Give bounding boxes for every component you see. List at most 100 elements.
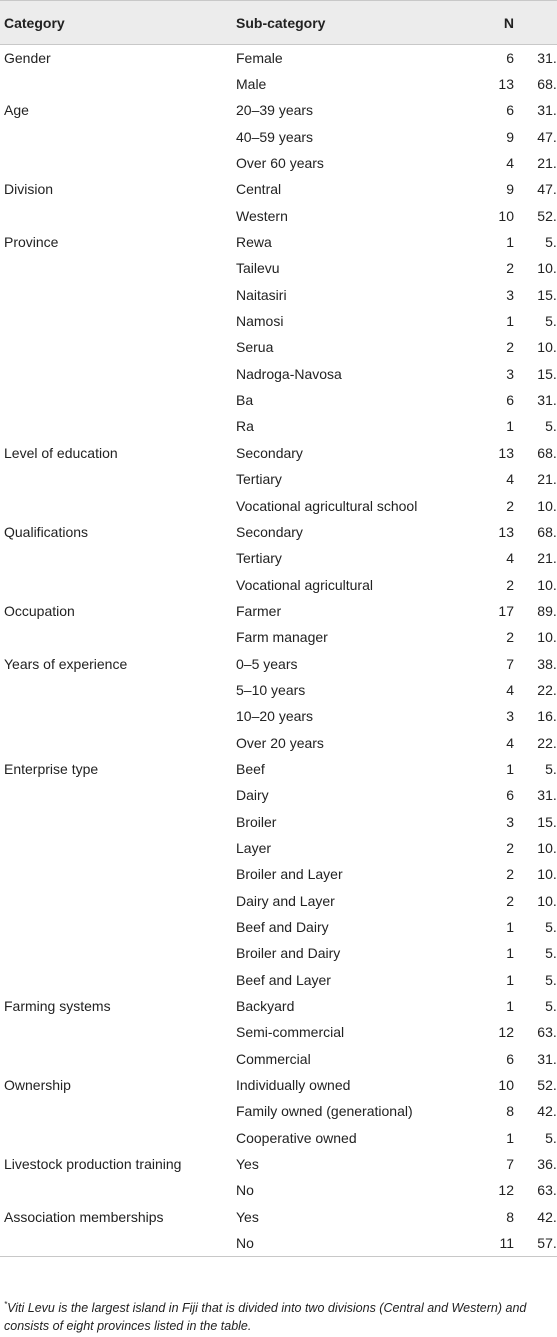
cell-subcategory: Farm manager (236, 629, 328, 646)
cell-percent: 31.6% (537, 102, 557, 119)
table-row: Tailevu 2 10.5% (0, 255, 557, 281)
cell-percent: 10.5% (537, 576, 557, 593)
cell-n: 13 (498, 444, 514, 461)
cell-percent: 68.4% (537, 523, 557, 540)
cell-category (0, 940, 232, 966)
table-row: Layer 2 10.5% (0, 835, 557, 861)
cell-category (0, 545, 232, 571)
footnote-marker: * (4, 1300, 8, 1309)
cell-percent: 10.5% (537, 497, 557, 514)
cell-category: Gender (4, 49, 51, 66)
table-row: Male 13 68.4% (0, 71, 557, 97)
cell-subcategory: Western (236, 207, 288, 224)
cell-percent: 5.3% (545, 998, 557, 1015)
cell-n: 1 (506, 971, 514, 988)
cell-n: 1 (506, 760, 514, 777)
table-row: Broiler 3 15.8% (0, 808, 557, 834)
cell-percent: 5.3% (545, 919, 557, 936)
footnote-text: Viti Levu is the largest island in Fiji … (4, 1301, 527, 1334)
cell-n: 10 (498, 1077, 514, 1094)
cell-category (0, 361, 232, 387)
cell-subcategory: Layer (236, 839, 272, 856)
cell-category (0, 203, 232, 229)
cell-subcategory: Semi-commercial (236, 1024, 345, 1041)
cell-subcategory: 20–39 years (236, 102, 314, 119)
cell-percent: 15.8% (537, 365, 557, 382)
table-row: Tertiary 4 21.1% (0, 545, 557, 571)
header-n: N (458, 0, 522, 45)
cell-subcategory: Male (236, 76, 267, 93)
cell-percent: 10.5% (537, 260, 557, 277)
cell-percent: 22.2% (537, 681, 557, 698)
table-row: Division Central 9 47.4% (0, 176, 557, 202)
table-row: Naitasiri 3 15.8% (0, 282, 557, 308)
cell-subcategory: Beef and Layer (236, 971, 331, 988)
table-row: 10–20 years 3 16.7% (0, 703, 557, 729)
cell-category (0, 282, 232, 308)
cell-subcategory: Over 20 years (236, 734, 324, 751)
cell-category (0, 835, 232, 861)
cell-category (0, 1098, 232, 1124)
table-row: Broiler and Layer 2 10.5% (0, 861, 557, 887)
table-footnote: *Viti Levu is the largest island in Fiji… (4, 1296, 554, 1335)
table-row: Beef and Layer 1 5.3% (0, 967, 557, 993)
cell-category: Enterprise type (4, 760, 99, 777)
cell-subcategory: Commercial (236, 1050, 311, 1067)
cell-category: Farming systems (4, 998, 111, 1015)
table-row: Beef and Dairy 1 5.3% (0, 914, 557, 940)
cell-percent: 63.2% (537, 1024, 557, 1041)
cell-category (0, 308, 232, 334)
cell-category (0, 1019, 232, 1045)
cell-n: 9 (506, 181, 514, 198)
cell-percent: 68.4% (537, 76, 557, 93)
cell-n: 4 (506, 471, 514, 488)
demographics-table: Category Sub-category N % GenderFemale63… (0, 0, 557, 1257)
cell-n: 11 (458, 1229, 522, 1257)
cell-n: 2 (506, 866, 514, 883)
cell-n: 12 (498, 1024, 514, 1041)
cell-n: 2 (506, 892, 514, 909)
cell-percent: 38.9% (537, 655, 557, 672)
cell-category (0, 413, 232, 439)
cell-subcategory: Farmer (236, 602, 282, 619)
table-row: Semi-commercial 12 63.2% (0, 1019, 557, 1045)
cell-subcategory: Rewa (236, 234, 272, 251)
cell-n: 17 (498, 602, 514, 619)
cell-percent: 10.5% (537, 839, 557, 856)
cell-n: 10 (498, 207, 514, 224)
cell-subcategory: Broiler (236, 813, 277, 830)
cell-n: 4 (506, 550, 514, 567)
cell-subcategory: Nadroga-Navosa (236, 365, 342, 382)
cell-subcategory: Central (236, 181, 282, 198)
cell-subcategory: Secondary (236, 523, 303, 540)
cell-n: 3 (506, 365, 514, 382)
cell-subcategory: Tertiary (236, 550, 282, 567)
cell-category (0, 861, 232, 887)
cell-category (0, 888, 232, 914)
table-row: Tertiary 4 21.1% (0, 466, 557, 492)
table-row: Ba 6 31.6% (0, 387, 557, 413)
cell-n: 1 (506, 998, 514, 1015)
cell-subcategory: No (236, 1182, 254, 1199)
header-category: Category (0, 0, 232, 45)
table-row: Over 60 years 4 21.1% (0, 150, 557, 176)
table-row: Enterprise type Beef 1 5.3% (0, 756, 557, 782)
cell-subcategory: Yes (236, 1208, 259, 1225)
table-row: Level of education Secondary 13 68.4% (0, 440, 557, 466)
table-row: Gender Female 6 31.6% (0, 45, 557, 71)
header-percent: % (522, 0, 557, 45)
cell-n: 4 (506, 155, 514, 172)
cell-percent: 57.9% (522, 1229, 557, 1257)
cell-percent: 5.3% (545, 971, 557, 988)
cell-subcategory: 40–59 years (236, 128, 314, 145)
cell-subcategory: Yes (236, 1156, 259, 1173)
cell-category (0, 334, 232, 360)
table-row: Western 10 52.6% (0, 203, 557, 229)
cell-percent: 31.6% (537, 787, 557, 804)
cell-subcategory: Ba (236, 392, 254, 409)
cell-n: 2 (506, 629, 514, 646)
cell-subcategory: Serua (236, 339, 274, 356)
cell-subcategory: Over 60 years (236, 155, 324, 172)
cell-category (0, 729, 232, 755)
